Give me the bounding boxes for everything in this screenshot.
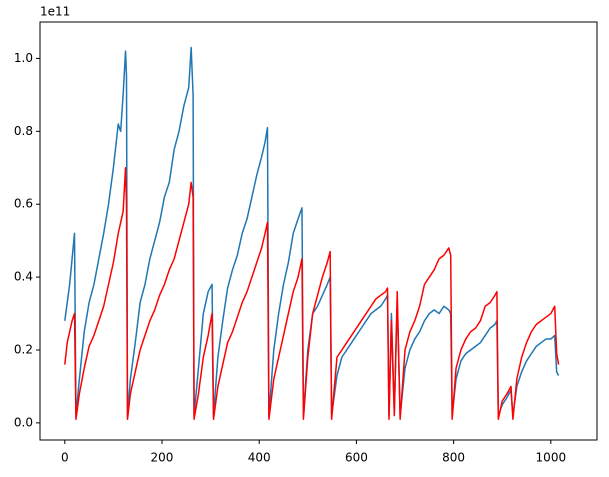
y-tick-label: 0.2	[14, 342, 33, 356]
x-tick-label: 600	[345, 451, 368, 465]
x-tick-label: 1000	[536, 451, 567, 465]
x-tick-label: 200	[151, 451, 174, 465]
series-line	[64, 46, 560, 417]
y-tick-label: 1.0	[14, 51, 33, 65]
y-tick-label: 0.4	[14, 270, 33, 284]
y-tick-label: 0.0	[14, 415, 33, 429]
y-tick-label: 0.8	[14, 124, 33, 138]
x-tick-label: 0	[61, 451, 69, 465]
offset-label: 1e11	[40, 5, 70, 19]
y-tick-label: 0.6	[14, 197, 33, 211]
series-line	[64, 167, 560, 420]
x-tick-label: 400	[248, 451, 271, 465]
x-tick-label: 800	[442, 451, 465, 465]
plot-frame	[39, 21, 598, 441]
